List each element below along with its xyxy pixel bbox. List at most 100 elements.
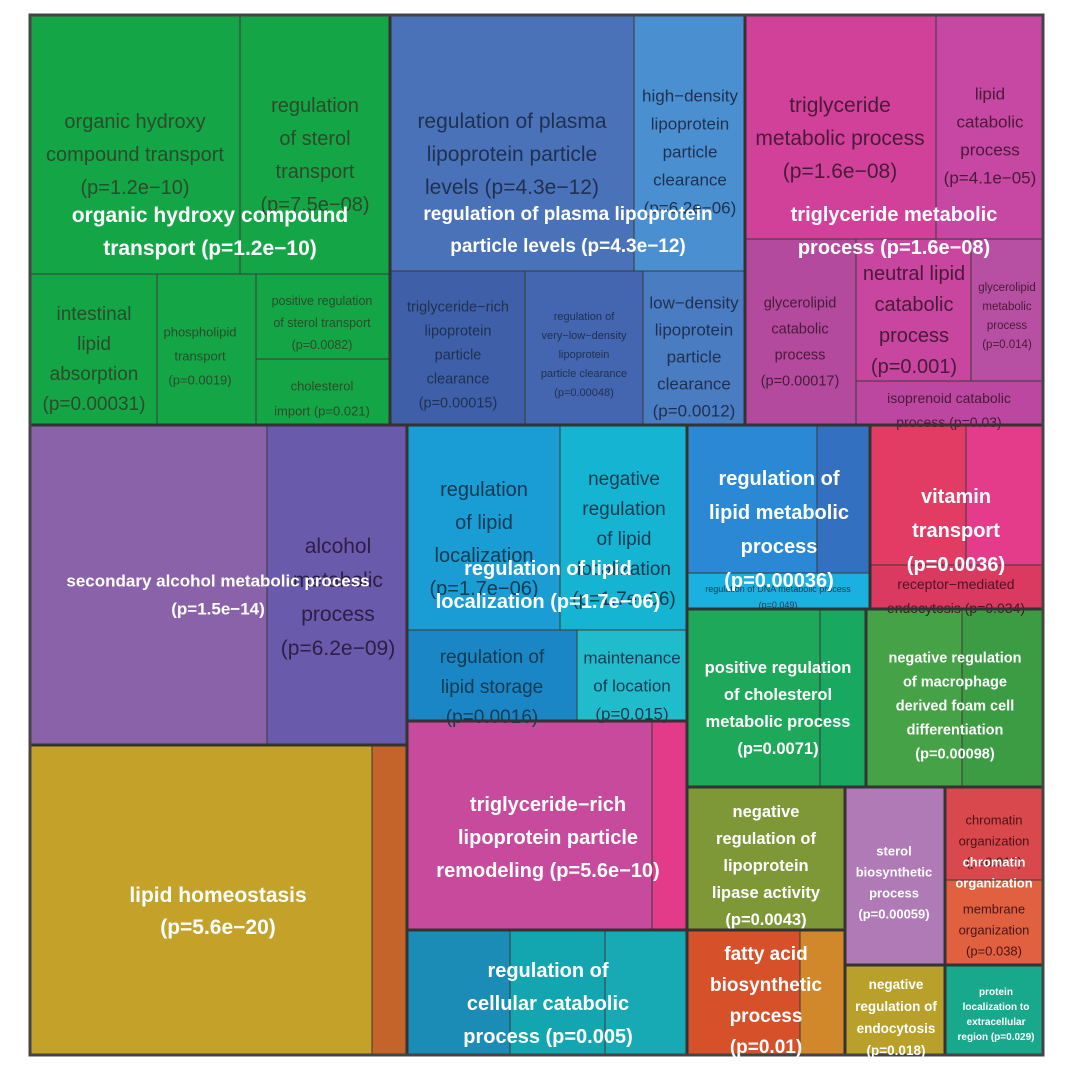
tile-label: regulation of lipid localization (p=1.7e−06… [430, 479, 539, 600]
tile-label-line: particle [663, 143, 718, 162]
tile-label-line: particle [667, 348, 722, 367]
tile-label-line: regulation of plasma [417, 110, 606, 133]
group-label-line: fatty acid [724, 944, 807, 965]
tile-label-line: (p=1.2e−10) [81, 177, 190, 199]
tile-label-line: (p=0.014) [982, 339, 1032, 351]
tile-label: low−density lipoprotein particle clearance (… [649, 294, 739, 421]
treemap-tile [29, 744, 373, 1056]
group-label-line: cellular catabolic [467, 993, 629, 1015]
tile-label-line: (p=7.5e−08) [261, 194, 370, 216]
group-label-line: sterol [876, 843, 911, 858]
treemap-tile [255, 273, 391, 360]
tile-label-line: intestinal [57, 304, 132, 325]
group-label: triglyceride−rich lipoprotein particle rem… [436, 794, 659, 882]
tile-label: regulation of sterol transport (p=7.5e−08) [261, 95, 370, 216]
tile-label: neutral lipid catabolic process (p=0.001) [863, 263, 965, 378]
treemap-tile [816, 424, 871, 574]
tile-label-line: of location [593, 677, 671, 696]
tile-label-line: organic hydroxy [64, 111, 205, 133]
tile-label-line: transport [276, 161, 355, 183]
group-label-line: endocytosis [857, 1021, 936, 1036]
group-label-line: process (p=1.6e−08) [798, 237, 990, 259]
treemap-tile [255, 358, 391, 426]
group-label-line: regulation of [487, 960, 608, 982]
group-label-line: differentiation [907, 723, 1004, 739]
group-label-line: regulation of plasma lipoprotein [423, 204, 712, 225]
treemap-tile [633, 14, 746, 272]
tile-label: negative regulation of lipid localization (p… [572, 469, 676, 610]
group-label-line: localization to [963, 1002, 1030, 1013]
group-label: regulation of plasma lipoprotein particle… [423, 204, 712, 257]
group-label-line: secondary alcohol metabolic process [66, 572, 369, 591]
treemap-frame [28, 13, 1045, 1057]
group-label-line: negative [733, 803, 800, 821]
treemap-tile [970, 238, 1044, 382]
tile-label: triglyceride−rich lipoprotein particle clea… [407, 300, 509, 412]
tile-label-line: (p=6.2e−06) [644, 199, 737, 218]
group-label: chromatin organization [955, 854, 1032, 890]
tile-label-line: process [879, 325, 949, 347]
tile-label-line: compound transport [46, 144, 224, 166]
tile-label-line: very−low−density [542, 330, 627, 342]
treemap-tile [576, 629, 688, 722]
group-label-line: (p=0.00036) [724, 570, 834, 592]
tile-label: triglyceride metabolic process (p=1.6e−08) [755, 94, 924, 183]
group-label-line: chromatin [963, 854, 1026, 869]
group-label-line: process [741, 536, 818, 558]
tile-label-line: triglyceride−rich [407, 300, 509, 316]
tile-label: regulation of lipid storage (p=0.0016) [440, 647, 545, 728]
treemap-tile [686, 929, 801, 1056]
group-label-line: positive regulation [705, 659, 852, 677]
tile-label-line: metabolic [982, 301, 1031, 313]
treemap-tile [744, 14, 937, 240]
group-label: triglyceride metabolic process (p=1.6e−08… [791, 204, 998, 259]
tile-label-line: (p=1.6e−08) [783, 160, 897, 183]
treemap-tile [29, 14, 241, 275]
tile-label-line: glycerolipid [978, 282, 1036, 294]
group-label-line: metabolic process [706, 713, 851, 731]
group-label-line: lipoprotein [723, 857, 808, 875]
group-label-line: regulation of [718, 468, 839, 490]
group-label: regulation of lipid metabolic process (p=0.… [709, 468, 849, 592]
tile-label-line: catabolic [771, 322, 828, 338]
group-label: negative regulation of endocytosis (p=0.018… [855, 977, 937, 1058]
tile-label-line: process (p=0.03) [896, 414, 1001, 430]
treemap-tile [865, 608, 963, 788]
tile-label: phospholipid transport (p=0.0019) [163, 324, 236, 387]
treemap-tile [239, 14, 391, 275]
group-label-line: regulation of lipid [464, 558, 632, 580]
tile-label: positive regulation of sterol transport (p… [272, 294, 373, 352]
group-label: organic hydroxy compound transport (p=1.2… [72, 204, 349, 260]
tile-label-line: chromatin [965, 812, 1022, 827]
tile-label-line: (p=0.00017) [761, 374, 840, 390]
treemap-tile [524, 270, 644, 426]
tile-label-line: neutral lipid [863, 263, 965, 285]
tile-label: intestinal lipid absorption (p=0.00031) [43, 304, 146, 415]
treemap-group-borders [28, 13, 1045, 1057]
tile-label-line: triglyceride [789, 94, 891, 117]
group-label-line: localization (p=1.7e−06) [436, 591, 661, 613]
tile-label-line: lipoprotein particle [427, 143, 597, 166]
treemap-tile [389, 14, 635, 272]
group-label-line: process [869, 885, 919, 900]
group-label-line: process (p=0.005) [463, 1026, 633, 1048]
tile-label: lipid catabolic process (p=4.1e−05) [944, 85, 1037, 188]
tile-label-line: of sterol [279, 128, 350, 150]
group-label-line: (p=0.0036) [907, 554, 1005, 576]
tile-label-line: membrane [963, 901, 1025, 916]
group-label-line: (p=5.6e−20) [160, 916, 276, 939]
group-label-line: lipid homeostasis [129, 884, 306, 907]
tile-label-line: lipoprotein [425, 324, 492, 340]
tile-label-line: lipoprotein [655, 321, 733, 340]
group-label: fatty acid biosynthetic process (p=0.01) [710, 944, 822, 1058]
tile-label-line: (p=0.0012) [653, 402, 736, 421]
group-label: negative regulation of lipoprotein lipase a… [712, 803, 821, 929]
tile-label-line: receptor−mediated [897, 576, 1014, 592]
tile-label-line: lipoprotein [651, 115, 729, 134]
tile-label-line: maintenance [583, 649, 680, 668]
tile-label-line: (p=1.7e−06) [430, 578, 539, 600]
tile-label-line: absorption [50, 364, 139, 385]
tile-label: regulation of very−low−density lipoprotein… [541, 311, 627, 399]
treemap-tile [686, 608, 821, 788]
